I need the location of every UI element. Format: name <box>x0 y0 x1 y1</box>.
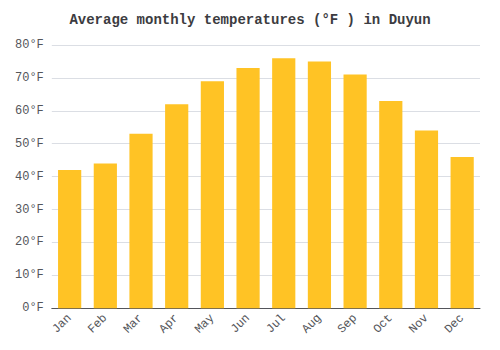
svg-text:Sep: Sep <box>335 311 360 336</box>
svg-text:Jun: Jun <box>228 311 253 336</box>
svg-text:Jul: Jul <box>264 311 289 336</box>
svg-text:0°F: 0°F <box>22 301 44 315</box>
svg-text:70°F: 70°F <box>15 71 44 85</box>
svg-text:Apr: Apr <box>156 311 181 336</box>
svg-text:Aug: Aug <box>299 311 324 336</box>
svg-text:Feb: Feb <box>85 311 110 336</box>
svg-text:80°F: 80°F <box>15 38 44 52</box>
svg-text:Jan: Jan <box>49 311 74 336</box>
svg-text:Dec: Dec <box>442 311 467 336</box>
svg-text:Oct: Oct <box>371 311 396 336</box>
svg-text:Mar: Mar <box>121 311 146 336</box>
svg-text:30°F: 30°F <box>15 203 44 217</box>
svg-text:60°F: 60°F <box>15 104 44 118</box>
svg-text:Average monthly temperatures (: Average monthly temperatures (°F ) in Du… <box>69 12 430 28</box>
svg-text:May: May <box>192 311 217 336</box>
svg-text:10°F: 10°F <box>15 268 44 282</box>
svg-text:Nov: Nov <box>406 311 431 336</box>
svg-text:40°F: 40°F <box>15 170 44 184</box>
svg-text:20°F: 20°F <box>15 235 44 249</box>
svg-text:50°F: 50°F <box>15 137 44 151</box>
